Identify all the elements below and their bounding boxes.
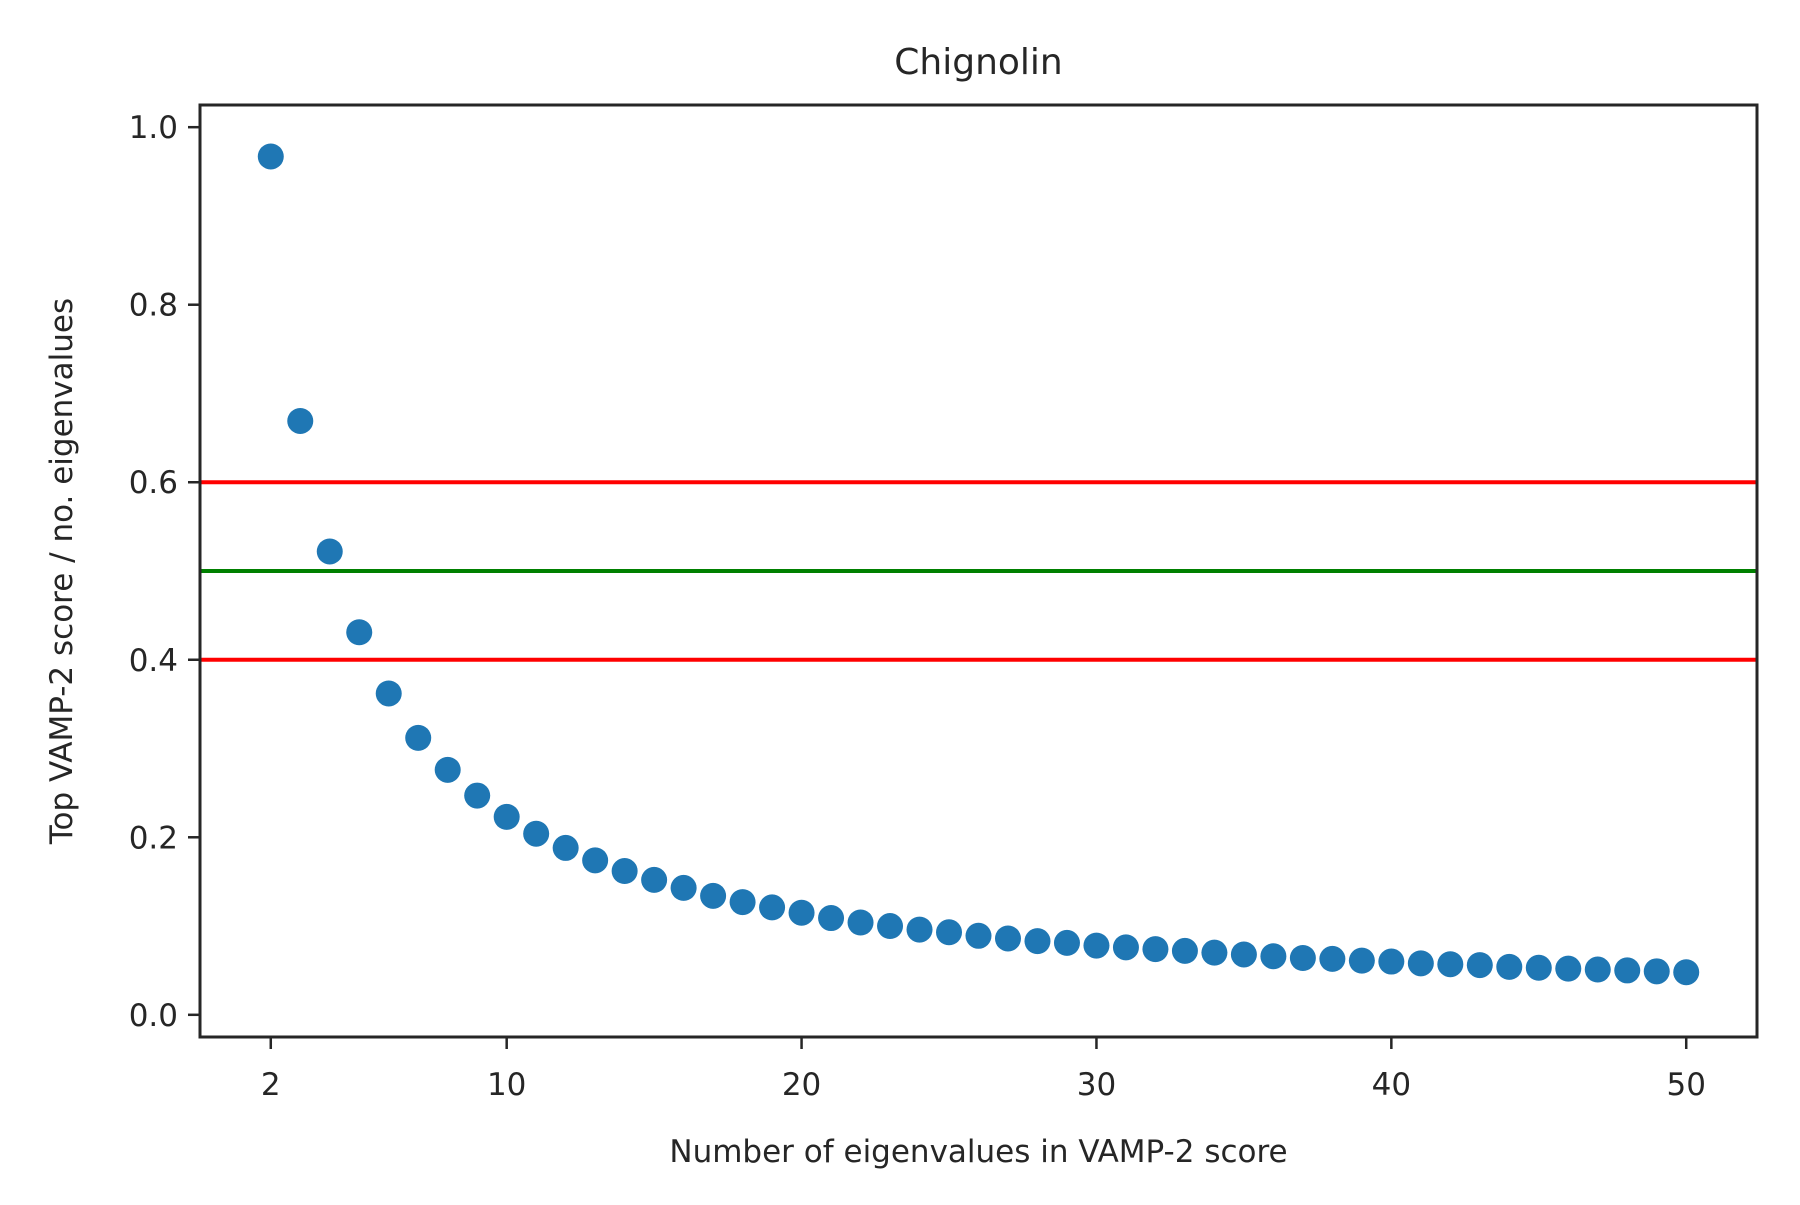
data-point-29 — [1053, 929, 1080, 956]
data-point-14 — [611, 858, 638, 885]
chart-title: Chignolin — [894, 42, 1062, 83]
data-point-39 — [1348, 947, 1375, 974]
data-point-19 — [759, 894, 786, 921]
data-point-35 — [1230, 941, 1257, 968]
data-point-37 — [1289, 945, 1316, 972]
data-point-42 — [1437, 951, 1464, 978]
data-point-49 — [1643, 958, 1670, 985]
y-tick-label-0: 0.0 — [129, 998, 178, 1034]
data-point-24 — [906, 916, 933, 943]
data-point-8 — [434, 756, 461, 783]
x-tick-label-40: 40 — [1372, 1067, 1411, 1103]
data-point-48 — [1614, 957, 1641, 984]
data-point-36 — [1260, 943, 1287, 970]
data-point-21 — [818, 905, 845, 932]
data-point-34 — [1201, 939, 1228, 966]
y-axis-label: Top VAMP-2 score / no. eigenvalues — [44, 298, 80, 845]
data-point-30 — [1083, 932, 1110, 959]
data-point-9 — [464, 782, 491, 809]
data-point-32 — [1142, 936, 1169, 963]
data-point-38 — [1319, 945, 1346, 972]
data-point-44 — [1496, 953, 1523, 980]
data-point-4 — [316, 538, 343, 565]
x-tick-label-50: 50 — [1667, 1067, 1706, 1103]
data-point-2 — [257, 143, 284, 170]
x-axis-ticks: 2 10 20 30 40 50 — [261, 1037, 1706, 1103]
data-point-10 — [493, 803, 520, 830]
data-point-6 — [375, 680, 402, 707]
data-point-3 — [287, 407, 314, 434]
data-point-12 — [552, 834, 579, 861]
y-tick-label-4: 0.8 — [129, 288, 178, 324]
data-point-17 — [700, 882, 727, 909]
x-tick-label-10: 10 — [487, 1067, 526, 1103]
data-point-26 — [965, 922, 992, 949]
x-tick-label-30: 30 — [1077, 1067, 1116, 1103]
data-point-13 — [582, 847, 609, 874]
data-point-11 — [523, 820, 550, 847]
data-point-5 — [346, 619, 373, 646]
data-point-33 — [1171, 937, 1198, 964]
data-point-46 — [1555, 955, 1582, 982]
x-tick-label-20: 20 — [782, 1067, 821, 1103]
plot-frame — [198, 103, 1759, 1039]
data-point-25 — [936, 919, 963, 946]
data-point-22 — [847, 909, 874, 936]
data-point-47 — [1584, 956, 1611, 983]
y-tick-label-2: 0.4 — [129, 643, 178, 679]
y-tick-label-5: 1.0 — [129, 110, 178, 146]
data-point-23 — [877, 913, 904, 940]
y-tick-label-1: 0.2 — [129, 820, 178, 856]
data-point-31 — [1112, 934, 1139, 961]
data-points — [257, 143, 1700, 986]
data-point-16 — [670, 874, 697, 901]
y-tick-label-3: 0.6 — [129, 465, 178, 501]
data-point-41 — [1407, 950, 1434, 977]
reference-lines — [200, 480, 1757, 662]
y-axis-ticks: 0.0 0.2 0.4 0.6 0.8 1.0 — [129, 110, 200, 1034]
data-point-18 — [729, 889, 756, 916]
x-axis-label: Number of eigenvalues in VAMP-2 score — [669, 1134, 1287, 1170]
data-point-45 — [1525, 954, 1552, 981]
data-point-27 — [994, 925, 1021, 952]
x-tick-label-2: 2 — [261, 1067, 281, 1103]
data-point-20 — [788, 899, 815, 926]
data-point-7 — [405, 724, 432, 751]
data-point-50 — [1673, 959, 1700, 986]
data-point-28 — [1024, 928, 1051, 955]
data-point-15 — [641, 866, 668, 893]
data-point-40 — [1378, 948, 1405, 975]
data-point-43 — [1466, 952, 1493, 979]
